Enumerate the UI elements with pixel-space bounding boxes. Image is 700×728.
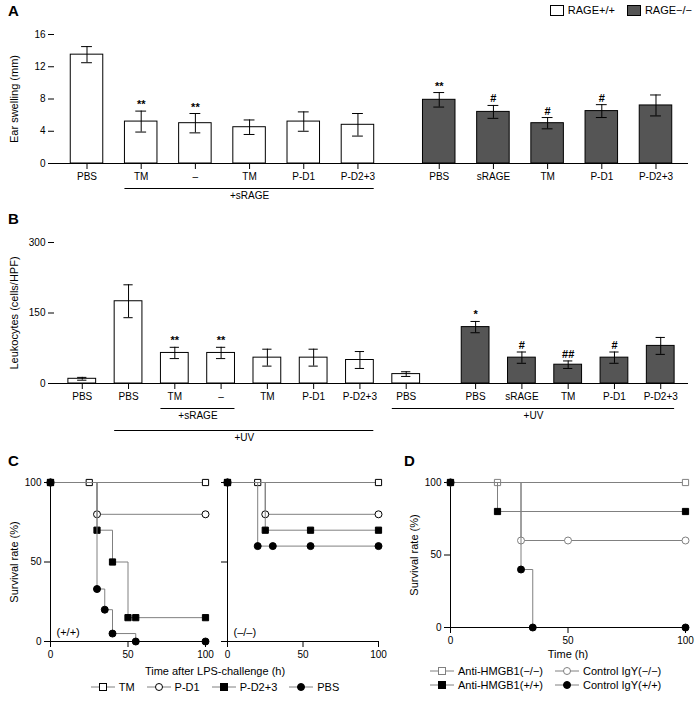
- svg-text:P-D1: P-D1: [590, 171, 613, 182]
- svg-text:50: 50: [122, 649, 134, 660]
- html-text:Anti-HMGB1(−/−): Anti-HMGB1(−/−): [458, 665, 543, 677]
- svg-text:Leukocytes (cells/HPF): Leukocytes (cells/HPF): [8, 256, 20, 369]
- svg-text:0: 0: [448, 635, 454, 646]
- svg-text:0: 0: [36, 636, 42, 647]
- html-text:C: C: [8, 451, 19, 469]
- svg-text:**: **: [137, 98, 146, 110]
- svg-text:–: –: [193, 171, 199, 182]
- svg-text:TM: TM: [134, 171, 148, 182]
- svg-text:PBS: PBS: [77, 171, 97, 182]
- svg-text:#: #: [599, 92, 605, 104]
- svg-text:+UV: +UV: [234, 432, 254, 443]
- svg-text:##: ##: [562, 348, 574, 360]
- html-text:Control IgY(+/+): Control IgY(+/+): [583, 679, 662, 691]
- svg-text:P-D2+3: P-D2+3: [343, 391, 378, 402]
- html-text:PBS: PBS: [317, 681, 340, 693]
- svg-text:PBS: PBS: [396, 391, 416, 402]
- svg-text:+sRAGE: +sRAGE: [178, 410, 218, 421]
- svg-text:PBS: PBS: [119, 391, 139, 402]
- svg-text:#: #: [611, 339, 617, 351]
- html-text:RAGE+/+: RAGE+/+: [567, 4, 615, 16]
- svg-text:PBS: PBS: [429, 171, 449, 182]
- svg-text:Ear swelling (mm): Ear swelling (mm): [8, 55, 20, 143]
- html-text:P-D2+3: P-D2+3: [239, 681, 278, 693]
- svg-text:TM: TM: [242, 171, 256, 182]
- svg-text:0: 0: [40, 158, 46, 169]
- svg-text:P-D1: P-D1: [603, 391, 626, 402]
- svg-text:–: –: [218, 391, 224, 402]
- svg-text:+sRAGE: +sRAGE: [230, 190, 270, 201]
- svg-text:100: 100: [25, 477, 42, 488]
- html-text:P-D1: P-D1: [174, 681, 200, 693]
- svg-text:300: 300: [29, 237, 46, 248]
- svg-text:(+/+): (+/+): [57, 626, 80, 638]
- html-text:D: D: [404, 451, 415, 469]
- svg-text:TM: TM: [260, 391, 274, 402]
- svg-text:50: 50: [562, 635, 574, 646]
- svg-text:P-D2+3: P-D2+3: [644, 391, 679, 402]
- svg-text:sRAGE: sRAGE: [505, 391, 539, 402]
- svg-text:+UV: +UV: [524, 410, 544, 421]
- html-text:Control IgY(−/−): Control IgY(−/−): [583, 665, 662, 677]
- svg-text:**: **: [191, 101, 200, 113]
- svg-text:0: 0: [40, 378, 46, 389]
- svg-text:#: #: [545, 105, 551, 117]
- svg-text:100: 100: [677, 635, 694, 646]
- svg-text:Survival rate (%): Survival rate (%): [8, 521, 20, 602]
- svg-text:TM: TM: [168, 391, 182, 402]
- html-text:B: B: [8, 209, 19, 227]
- svg-text:0: 0: [48, 649, 54, 660]
- svg-text:PBS: PBS: [72, 391, 92, 402]
- svg-text:sRAGE: sRAGE: [477, 171, 511, 182]
- svg-text:100: 100: [197, 649, 214, 660]
- svg-text:4: 4: [40, 125, 46, 136]
- svg-text:0: 0: [225, 649, 231, 660]
- svg-text:50: 50: [30, 556, 42, 567]
- svg-text:16: 16: [34, 29, 46, 40]
- svg-text:50: 50: [297, 649, 309, 660]
- svg-text:0: 0: [436, 622, 442, 633]
- svg-text:P-D2+3: P-D2+3: [341, 171, 376, 182]
- html-text:Anti-HMGB1(+/+): Anti-HMGB1(+/+): [458, 679, 543, 691]
- svg-text:(–/–): (–/–): [234, 626, 257, 638]
- html-text:RAGE−/−: RAGE−/−: [644, 4, 692, 16]
- svg-text:P-D1: P-D1: [302, 391, 325, 402]
- svg-text:100: 100: [425, 477, 442, 488]
- svg-text:**: **: [217, 334, 226, 346]
- svg-text:**: **: [171, 334, 180, 346]
- html-text:Time after LPS-challenge (h): Time after LPS-challenge (h): [144, 665, 286, 677]
- svg-text:TM: TM: [561, 391, 575, 402]
- svg-text:12: 12: [34, 61, 46, 72]
- svg-text:P-D1: P-D1: [292, 171, 315, 182]
- html-text:TM: TM: [118, 681, 135, 693]
- svg-text:PBS: PBS: [466, 391, 486, 402]
- svg-text:150: 150: [29, 307, 46, 318]
- svg-text:50: 50: [430, 549, 442, 560]
- svg-text:P-D2+3: P-D2+3: [639, 171, 674, 182]
- svg-text:100: 100: [370, 649, 387, 660]
- svg-text:Time (h): Time (h): [548, 648, 589, 660]
- svg-text:*: *: [473, 308, 478, 320]
- svg-text:#: #: [490, 92, 496, 104]
- html-text:A: A: [8, 1, 19, 19]
- svg-text:TM: TM: [540, 171, 554, 182]
- svg-text:Survival rate (%): Survival rate (%): [408, 514, 420, 595]
- svg-text:**: **: [435, 80, 444, 92]
- svg-text:8: 8: [40, 93, 46, 104]
- svg-text:#: #: [519, 339, 525, 351]
